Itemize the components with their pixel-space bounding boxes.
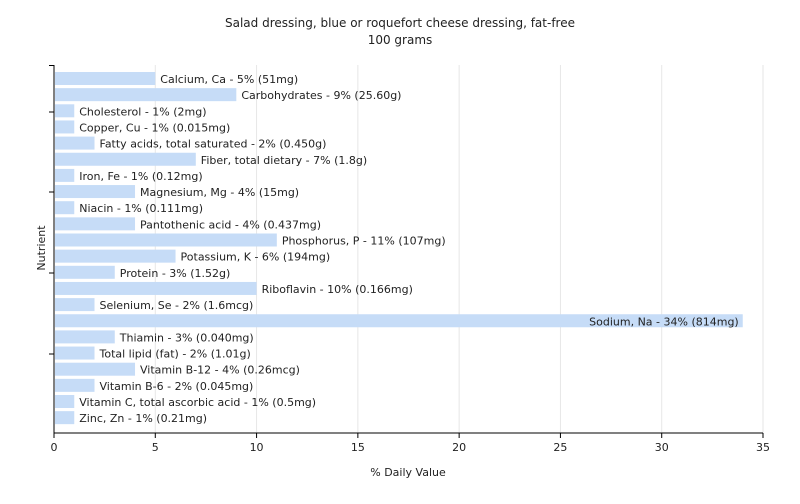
bar <box>55 378 95 392</box>
bar <box>55 330 115 344</box>
x-tick-label: 0 <box>51 441 58 454</box>
bar <box>55 136 95 150</box>
bar-label: Vitamin B-12 - 4% (0.26mcg) <box>140 364 300 377</box>
x-tick-label: 30 <box>655 441 669 454</box>
y-axis-label: Nutrient <box>35 225 48 271</box>
bar <box>55 249 176 263</box>
bar-label: Vitamin B-6 - 2% (0.045mg) <box>100 380 254 393</box>
x-tick-label: 20 <box>452 441 466 454</box>
bar <box>55 395 75 408</box>
chart-subtitle: 100 grams <box>368 33 433 47</box>
bar <box>55 281 257 295</box>
bar-label: Fatty acids, total saturated - 2% (0.450… <box>100 138 327 151</box>
bar-label: Sodium, Na - 34% (814mg) <box>589 315 739 328</box>
bar <box>55 152 196 166</box>
x-tick-label: 15 <box>351 441 365 454</box>
bar-label: Copper, Cu - 1% (0.015mg) <box>79 121 230 134</box>
x-tick-label: 25 <box>553 441 567 454</box>
bar-label: Thiamin - 3% (0.040mg) <box>119 331 254 344</box>
bar <box>55 72 156 85</box>
bar-label: Pantothenic acid - 4% (0.437mg) <box>140 218 321 231</box>
bar <box>55 120 75 134</box>
bar <box>55 346 95 360</box>
bar <box>55 265 115 279</box>
bar <box>55 168 75 182</box>
bar <box>55 314 743 328</box>
bar <box>55 298 95 312</box>
bars: Calcium, Ca - 5% (51mg) Carbohydrates - 9… <box>55 72 743 425</box>
bar-label: Potassium, K - 6% (194mg) <box>181 251 331 264</box>
bar <box>55 233 277 247</box>
grid-lines <box>154 65 764 433</box>
x-tick-label: 5 <box>152 441 159 454</box>
bar <box>55 411 75 425</box>
bar <box>55 201 75 215</box>
bar-label: Niacin - 1% (0.111mg) <box>79 202 203 215</box>
bar <box>55 362 136 376</box>
bar-label: Total lipid (fat) - 2% (1.01g) <box>99 348 251 361</box>
x-tick-label: 35 <box>756 441 770 454</box>
bar-label: Protein - 3% (1.52g) <box>120 267 231 280</box>
bar-label: Riboflavin - 10% (0.166mg) <box>262 283 413 296</box>
bar-label: Vitamin C, total ascorbic acid - 1% (0.5… <box>79 396 316 409</box>
bar-label: Calcium, Ca - 5% (51mg) <box>160 73 298 86</box>
bar-label: Magnesium, Mg - 4% (15mg) <box>140 186 299 199</box>
x-tick-label: 10 <box>250 441 264 454</box>
chart-title: Salad dressing, blue or roquefort cheese… <box>225 16 575 30</box>
bar-label: Selenium, Se - 2% (1.6mcg) <box>100 299 254 312</box>
bar-label: Phosphorus, P - 11% (107mg) <box>282 235 446 248</box>
bar <box>55 217 136 231</box>
axes: 0 5 10 15 20 25 30 35 <box>49 65 770 454</box>
x-axis-label: % Daily Value <box>370 466 446 479</box>
bar <box>55 185 136 199</box>
bar-label: Fiber, total dietary - 7% (1.8g) <box>201 154 367 167</box>
bar-label: Cholesterol - 1% (2mg) <box>79 105 206 118</box>
bar-label: Iron, Fe - 1% (0.12mg) <box>79 170 202 183</box>
bar-label: Carbohydrates - 9% (25.60g) <box>241 89 401 102</box>
bar-label: Zinc, Zn - 1% (0.21mg) <box>79 412 207 425</box>
bar <box>55 88 237 102</box>
bar <box>55 104 75 118</box>
